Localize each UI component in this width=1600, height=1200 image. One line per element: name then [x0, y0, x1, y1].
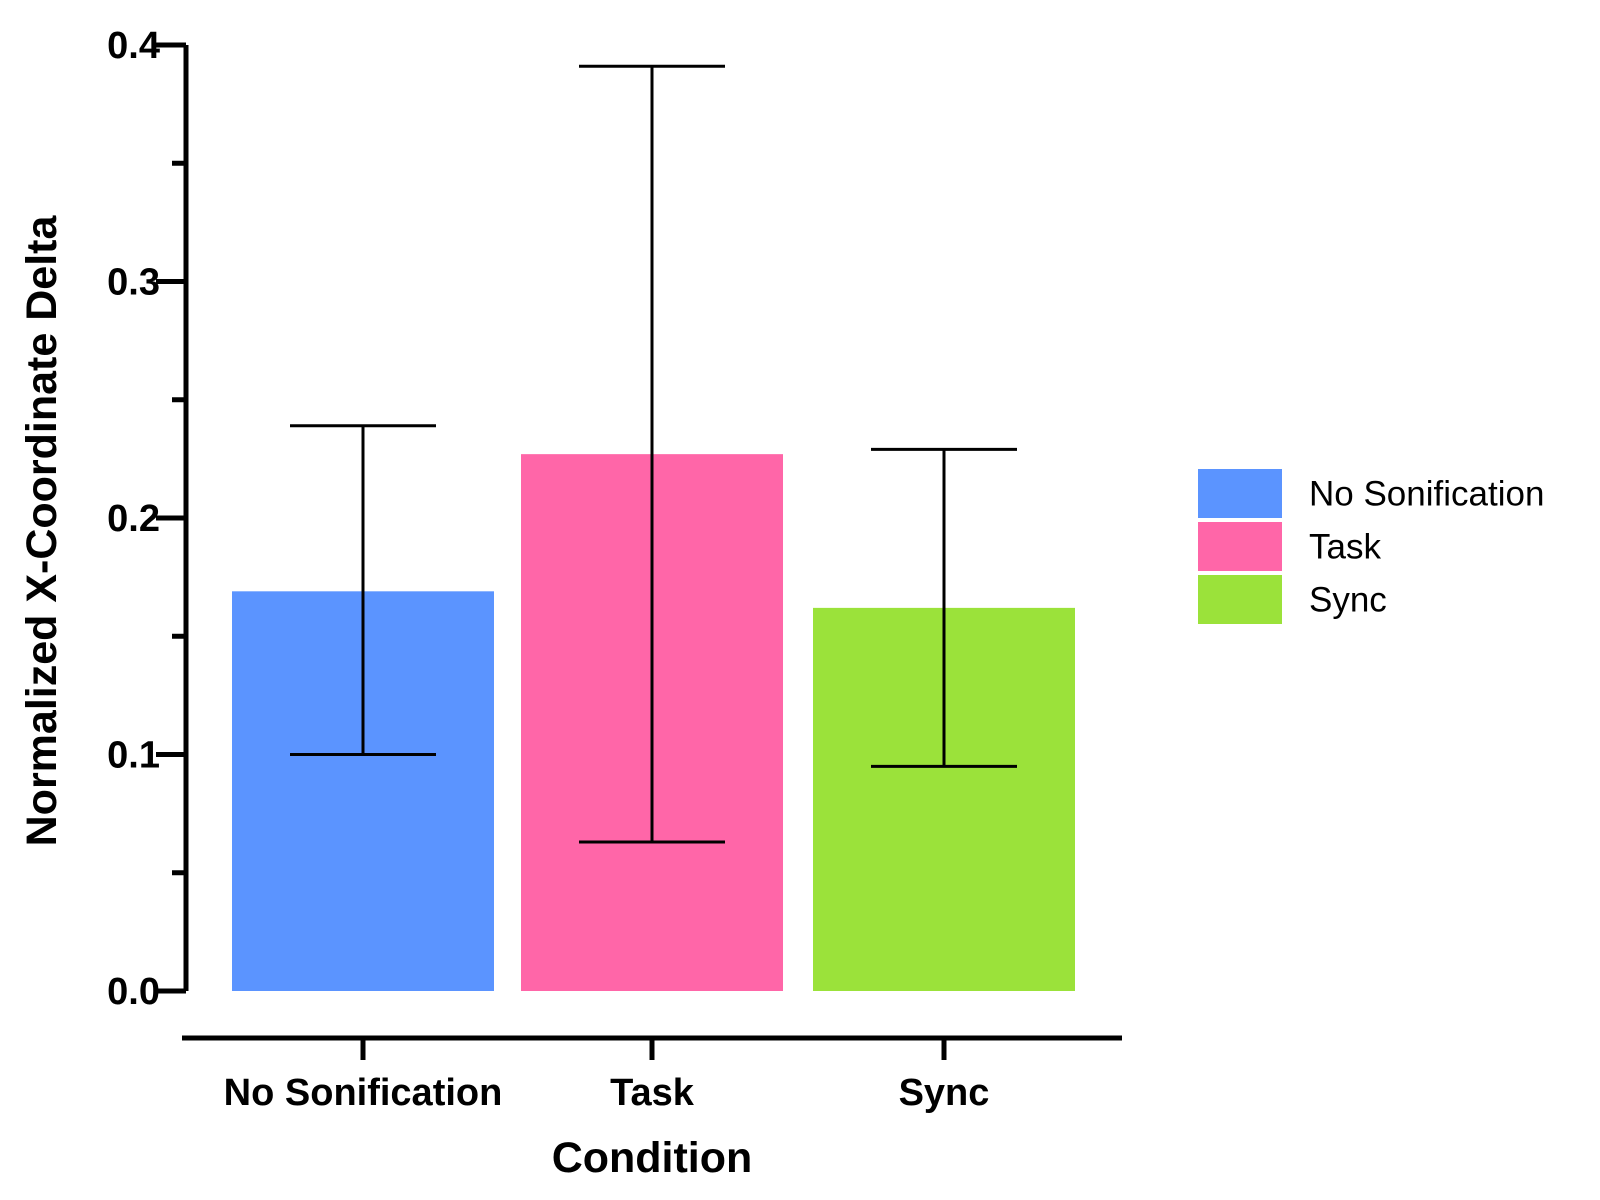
x-axis: No Sonification Task Sync: [182, 1035, 1122, 1114]
x-tick-label: No Sonification: [224, 1072, 503, 1114]
x-tick-label: Sync: [899, 1072, 990, 1114]
legend-swatch: [1198, 522, 1282, 571]
legend: No Sonification Task Sync: [1198, 469, 1544, 624]
legend-label: No Sonification: [1309, 475, 1544, 514]
y-tick-label: 0.1: [107, 735, 160, 777]
error-bars-group: [290, 64, 1017, 844]
legend-label: Sync: [1309, 581, 1387, 620]
y-tick-label: 0.4: [107, 25, 160, 67]
x-tick-label: Task: [610, 1072, 695, 1114]
y-tick-label: 0.2: [107, 498, 160, 540]
y-tick-label: 0.3: [107, 262, 160, 304]
legend-label: Task: [1309, 528, 1381, 567]
x-axis-title: Condition: [552, 1134, 753, 1182]
legend-swatch: [1198, 575, 1282, 624]
y-axis-title: Normalized X-Coordinate Delta: [18, 215, 66, 847]
y-tick-label: 0.0: [107, 971, 160, 1013]
legend-swatch: [1198, 469, 1282, 518]
y-axis: 0.0 0.1 0.2 0.3 0.4: [107, 25, 189, 1013]
